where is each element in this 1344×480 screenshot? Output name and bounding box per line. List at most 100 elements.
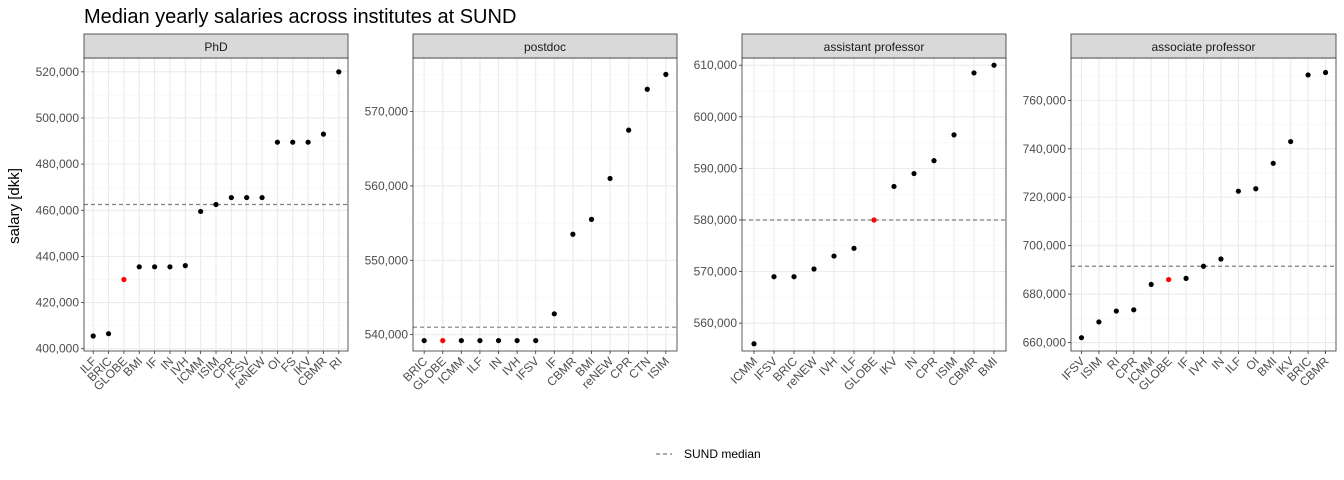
panel-background <box>413 58 677 351</box>
data-point-IVH <box>182 263 188 269</box>
data-point-RI <box>1113 308 1119 314</box>
x-tick-label: IKV <box>877 354 901 378</box>
data-point-CPR <box>931 158 937 164</box>
y-tick-label: 760,000 <box>1023 93 1067 107</box>
data-point-reNEW <box>259 194 265 201</box>
facet-strip-label: PhD <box>204 40 228 54</box>
y-tick-label: 570,000 <box>365 105 409 119</box>
data-point-BRIC <box>105 331 112 337</box>
y-tick-label: 540,000 <box>365 328 409 342</box>
data-point-ISIM <box>213 201 219 208</box>
y-tick-label: 550,000 <box>365 253 409 267</box>
x-tick-label: ISIM <box>645 354 672 381</box>
data-point-BMI <box>991 62 997 68</box>
y-axis-label: salary [dkk] <box>6 168 23 244</box>
facet-panel-2: assistant professor 560,000 570,000 580,000… <box>694 33 1007 393</box>
facet-panel-3: associate professor 660,000 680,000 700,000… <box>1023 33 1337 393</box>
data-point-CTN <box>644 86 650 92</box>
data-point-BMI <box>136 264 142 270</box>
y-tick-label: 570,000 <box>694 265 738 279</box>
data-point-ICMM <box>1148 281 1154 288</box>
data-point-IN <box>167 264 173 270</box>
x-tick-label: IVH <box>816 354 840 378</box>
facet-strip <box>741 33 1007 59</box>
data-point-BRIC <box>1305 72 1311 78</box>
data-point-ICMM <box>458 337 464 344</box>
data-point-IN <box>495 337 502 344</box>
y-tick-label: 400,000 <box>36 342 80 356</box>
data-point-IKV <box>891 183 897 190</box>
y-tick-label: 440,000 <box>36 249 80 263</box>
data-point-CBMR <box>1322 69 1329 76</box>
x-tick-label: RI <box>327 354 345 372</box>
data-point-BMI <box>1270 160 1276 166</box>
y-tick-label: 700,000 <box>1023 239 1067 253</box>
data-point-GLOBE <box>440 337 446 344</box>
data-point-OI <box>274 139 280 145</box>
x-tick-label: ILF <box>1222 354 1244 376</box>
data-point-IVH <box>831 253 837 259</box>
x-tick-label: BMI <box>120 354 145 379</box>
y-tick-label: 420,000 <box>36 296 80 310</box>
y-tick-label: 610,000 <box>694 58 738 72</box>
data-point-IFSV <box>1078 335 1085 341</box>
y-tick-label: 740,000 <box>1023 142 1067 156</box>
data-point-OI <box>1253 186 1259 192</box>
data-point-IFSV <box>771 274 777 280</box>
data-point-IF <box>152 264 158 270</box>
data-point-CPR <box>228 194 234 201</box>
y-tick-label: 590,000 <box>694 161 738 175</box>
chart-title: Median yearly salaries across institutes… <box>84 6 516 28</box>
data-point-ISIM <box>663 71 669 77</box>
x-tick-label: IVH <box>1186 354 1210 378</box>
facet-panel-0: PhD 400,000 420,000 440,000 460,000 480,000 50… <box>36 33 349 393</box>
data-point-ISIM <box>1096 319 1102 325</box>
data-point-IVH <box>514 337 520 344</box>
legend-label: SUND median <box>684 447 761 461</box>
data-point-IF <box>1183 275 1189 281</box>
data-point-IKV <box>305 139 311 145</box>
facet-strip-label: postdoc <box>524 40 566 54</box>
data-point-GLOBE <box>871 217 877 223</box>
data-point-CBMR <box>971 70 977 76</box>
y-tick-label: 580,000 <box>694 213 738 227</box>
data-point-reNEW <box>607 175 613 182</box>
data-point-RI <box>336 69 342 75</box>
data-point-GLOBE <box>1166 276 1172 283</box>
legend: SUND median <box>656 447 761 461</box>
data-point-ISIM <box>951 132 957 138</box>
y-tick-label: 560,000 <box>694 316 738 330</box>
y-tick-label: 660,000 <box>1023 336 1067 350</box>
data-point-IFSV <box>533 337 539 344</box>
data-point-IFSV <box>244 194 250 201</box>
data-point-GLOBE <box>121 276 127 283</box>
data-point-CPR <box>1131 307 1137 313</box>
y-tick-label: 460,000 <box>36 203 80 217</box>
y-tick-label: 680,000 <box>1023 287 1067 301</box>
data-point-BMI <box>588 216 595 222</box>
data-point-ILF <box>851 245 857 251</box>
y-tick-label: 480,000 <box>36 157 80 171</box>
data-point-ILF <box>90 333 96 339</box>
x-tick-label: ILF <box>464 354 486 376</box>
facet-strip <box>412 33 678 59</box>
facet-strip <box>83 33 349 59</box>
data-point-IVH <box>1200 263 1207 269</box>
data-point-ILF <box>1235 188 1241 194</box>
data-point-IN <box>1218 256 1224 262</box>
y-tick-label: 720,000 <box>1023 190 1067 204</box>
data-point-ICMM <box>751 341 757 347</box>
y-tick-label: 500,000 <box>36 111 80 125</box>
data-point-reNEW <box>811 266 817 272</box>
data-point-ILF <box>477 337 483 344</box>
data-point-FS <box>290 139 296 145</box>
facet-strip-label: assistant professor <box>824 40 925 54</box>
y-tick-label: 600,000 <box>694 110 738 124</box>
facet-strip-label: associate professor <box>1151 40 1255 54</box>
data-point-IKV <box>1288 138 1294 145</box>
data-point-CPR <box>626 127 632 133</box>
facet-strip <box>1070 33 1337 59</box>
facet-panels: PhD 400,000 420,000 440,000 460,000 480,000 50… <box>36 33 1337 393</box>
data-point-BRIC <box>421 337 427 344</box>
